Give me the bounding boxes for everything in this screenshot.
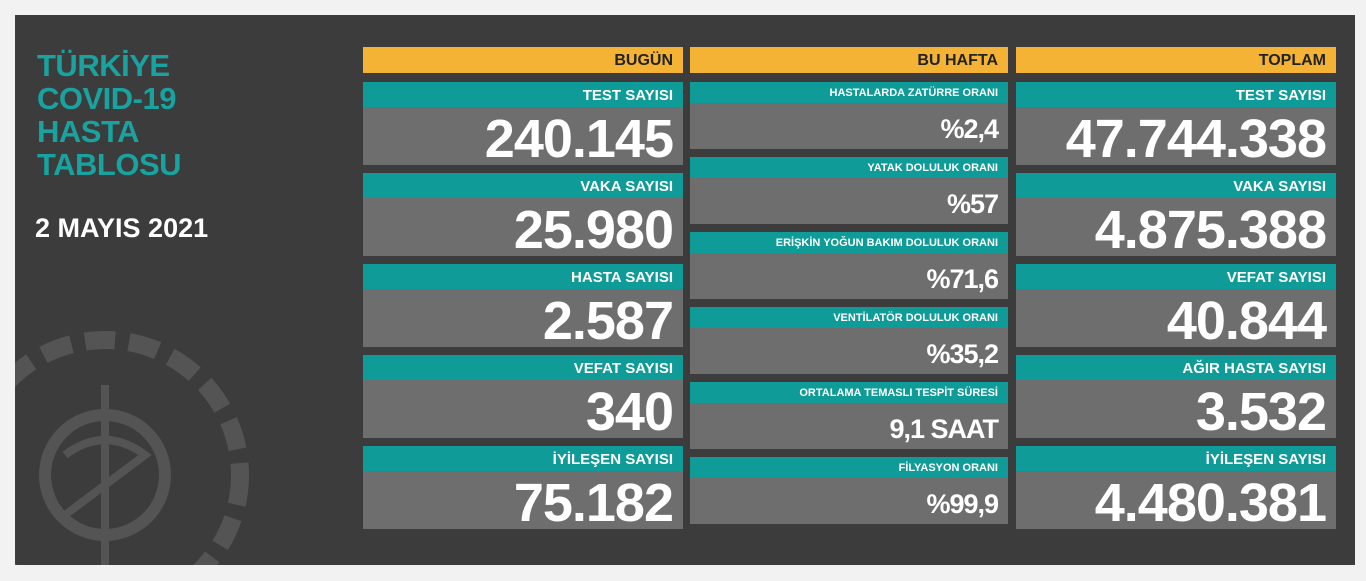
stat-value: 240.145 bbox=[363, 107, 683, 169]
date: 2 MAYIS 2021 bbox=[35, 213, 209, 243]
stat-card: VAKA SAYISI 4.875.388 bbox=[1016, 173, 1336, 260]
stat-label: VAKA SAYISI bbox=[1016, 173, 1336, 198]
stat-label: HASTALARDA ZATÜRRE ORANI bbox=[690, 82, 1008, 103]
stat-label: İYİLEŞEN SAYISI bbox=[363, 446, 683, 471]
column: BU HAFTA HASTALARDA ZATÜRRE ORANI %2,4 YATA… bbox=[690, 47, 1008, 547]
stat-value: %57 bbox=[690, 178, 1008, 224]
stat-label: TEST SAYISI bbox=[1016, 82, 1336, 107]
stat-card: HASTA SAYISI 2.587 bbox=[363, 264, 683, 351]
stat-label: VEFAT SAYISI bbox=[1016, 264, 1336, 289]
stat-card: AĞIR HASTA SAYISI 3.532 bbox=[1016, 355, 1336, 442]
stat-label: AĞIR HASTA SAYISI bbox=[1016, 355, 1336, 380]
title-line: TABLOSU bbox=[37, 147, 182, 182]
stat-value: 47.744.338 bbox=[1016, 107, 1336, 169]
column: TOPLAM TEST SAYISI 47.744.338 VAKA SAYISI 4.… bbox=[1016, 47, 1336, 547]
title: TÜRKİYE COVID-19 HASTA TABLOSU bbox=[37, 48, 182, 182]
stat-value: 40.844 bbox=[1016, 289, 1336, 351]
stat-label: ORTALAMA TEMASLI TESPİT SÜRESİ bbox=[690, 382, 1008, 403]
column-header: BU HAFTA bbox=[690, 47, 1008, 73]
stat-card: YATAK DOLULUK ORANI %57 bbox=[690, 157, 1008, 224]
stat-value: %2,4 bbox=[690, 103, 1008, 149]
stat-value: 340 bbox=[363, 380, 683, 442]
panel: TÜRKİYE COVID-19 HASTA TABLOSU 2 MAYIS 2021… bbox=[15, 15, 1355, 565]
stat-label: TEST SAYISI bbox=[363, 82, 683, 107]
title-line: TÜRKİYE bbox=[37, 48, 170, 83]
stat-value: %35,2 bbox=[690, 328, 1008, 374]
stat-card: FİLYASYON ORANI %99,9 bbox=[690, 457, 1008, 524]
stat-value: 4.875.388 bbox=[1016, 198, 1336, 260]
title-line: COVID-19 bbox=[37, 81, 176, 116]
stat-card: VEFAT SAYISI 340 bbox=[363, 355, 683, 442]
stat-card: İYİLEŞEN SAYISI 4.480.381 bbox=[1016, 446, 1336, 533]
stat-value: 75.182 bbox=[363, 471, 683, 533]
stat-value: 9,1 SAAT bbox=[690, 403, 1008, 449]
stat-card: ORTALAMA TEMASLI TESPİT SÜRESİ 9,1 SAAT bbox=[690, 382, 1008, 449]
column: BUGÜN TEST SAYISI 240.145 VAKA SAYISI 25.980… bbox=[363, 47, 683, 547]
stat-card: İYİLEŞEN SAYISI 75.182 bbox=[363, 446, 683, 533]
stat-card: HASTALARDA ZATÜRRE ORANI %2,4 bbox=[690, 82, 1008, 149]
stat-card: VAKA SAYISI 25.980 bbox=[363, 173, 683, 260]
column-header: BUGÜN bbox=[363, 47, 683, 73]
emblem bbox=[15, 331, 249, 565]
stat-card: TEST SAYISI 240.145 bbox=[363, 82, 683, 169]
stat-label: ERİŞKİN YOĞUN BAKIM DOLULUK ORANI bbox=[690, 232, 1008, 253]
column-header: TOPLAM bbox=[1016, 47, 1336, 73]
stat-card: ERİŞKİN YOĞUN BAKIM DOLULUK ORANI %71,6 bbox=[690, 232, 1008, 299]
stat-value: 2.587 bbox=[363, 289, 683, 351]
title-line: HASTA bbox=[37, 114, 139, 149]
stat-label: İYİLEŞEN SAYISI bbox=[1016, 446, 1336, 471]
stat-card: VEFAT SAYISI 40.844 bbox=[1016, 264, 1336, 351]
stat-value: 25.980 bbox=[363, 198, 683, 260]
stat-card: VENTİLATÖR DOLULUK ORANI %35,2 bbox=[690, 307, 1008, 374]
stat-label: VENTİLATÖR DOLULUK ORANI bbox=[690, 307, 1008, 328]
stat-label: FİLYASYON ORANI bbox=[690, 457, 1008, 478]
stat-value: 4.480.381 bbox=[1016, 471, 1336, 533]
stat-label: HASTA SAYISI bbox=[363, 264, 683, 289]
stat-value: 3.532 bbox=[1016, 380, 1336, 442]
stat-card: TEST SAYISI 47.744.338 bbox=[1016, 82, 1336, 169]
stat-label: VAKA SAYISI bbox=[363, 173, 683, 198]
stat-value: %71,6 bbox=[690, 253, 1008, 299]
stat-label: VEFAT SAYISI bbox=[363, 355, 683, 380]
stat-label: YATAK DOLULUK ORANI bbox=[690, 157, 1008, 178]
stat-value: %99,9 bbox=[690, 478, 1008, 524]
